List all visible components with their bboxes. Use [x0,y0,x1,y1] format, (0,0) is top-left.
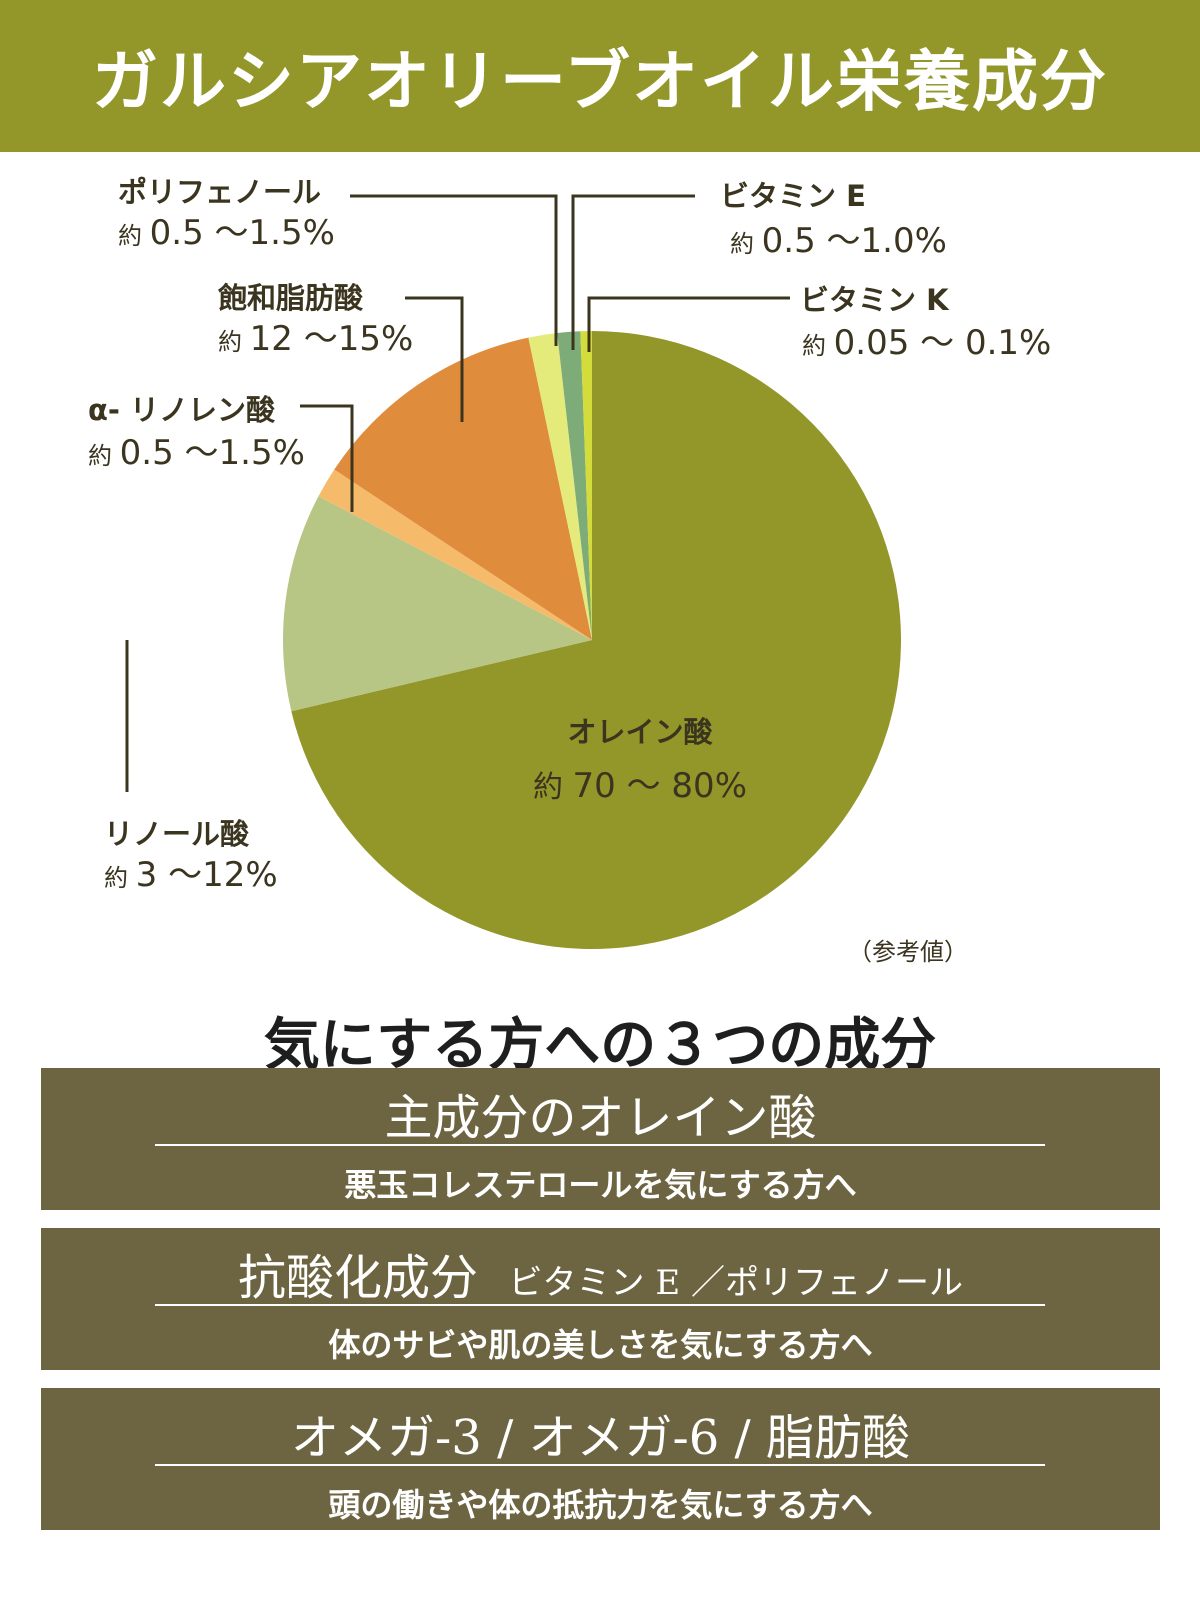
slice-label-range-1: 約 3 ～12% [104,855,278,895]
box-description: 体のサビや肌の美しさを気にする方へ [328,1326,873,1364]
pie-slice-6 [580,331,592,640]
box-divider [155,1304,1045,1306]
slice-label-range-6: 約 0.05 ～ 0.1% [802,323,1051,363]
leader-line-5 [571,194,695,350]
slice-label-name-2: α- リノレン酸 [88,393,276,427]
slice-label-range-5: 約 0.5 ～1.0% [730,221,947,261]
leader-line-2 [300,404,354,512]
box-title: 抗酸化成分 ビタミン E ／ポリフェノール [238,1250,963,1306]
header-banner: ガルシアオリーブオイル栄養成分 [0,0,1200,152]
section-heading: 気にする方への３つの成分 [263,1013,937,1078]
slice-label-range-4: 約 0.5 ～1.5% [118,213,335,253]
info-box-antioxidant: 抗酸化成分 ビタミン E ／ポリフェノール 体のサビや肌の美しさを気にする方へ [41,1228,1160,1370]
leader-line-6 [587,296,790,352]
pie-slice-2 [318,469,592,640]
pie-slice-4 [528,332,592,640]
leader-line-4 [350,194,558,346]
box-divider [155,1144,1045,1146]
pie-slice-5 [557,331,592,640]
pie-slice-3 [334,337,592,640]
box-title: オメガ-3 / オメガ-6 / 脂肪酸 [291,1410,910,1466]
slice-label-name-0: オレイン酸 [567,715,713,749]
pie-slice-0 [291,331,902,950]
info-box-oleic: 主成分のオレイン酸 悪玉コレステロールを気にする方へ [41,1068,1160,1210]
box-description: 悪玉コレステロールを気にする方へ [344,1166,857,1204]
slice-label-name-1: リノール酸 [104,817,250,851]
slice-label-range-3: 約 12 ～15% [218,319,413,359]
leader-line-3 [405,296,464,422]
slice-label-name-3: 飽和脂肪酸 [218,281,364,315]
info-box-omega: オメガ-3 / オメガ-6 / 脂肪酸 頭の働きや体の抵抗力を気にする方へ [41,1388,1160,1530]
box-divider [155,1464,1045,1466]
slice-label-name-4: ポリフェノール [118,175,321,209]
slice-label-range-0: 約 70 ～ 80% [533,766,747,806]
slice-label-range-2: 約 0.5 ～1.5% [88,433,305,473]
slice-label-name-5: ビタミン E [720,179,866,213]
pie-slice-1 [283,496,592,712]
box-description: 頭の働きや体の抵抗力を気にする方へ [328,1486,873,1524]
page-title: ガルシアオリーブオイル栄養成分 [91,42,1109,120]
slice-label-name-6: ビタミン K [800,283,950,317]
box-title: 主成分のオレイン酸 [384,1090,817,1146]
reference-note: （参考値） [848,938,968,966]
